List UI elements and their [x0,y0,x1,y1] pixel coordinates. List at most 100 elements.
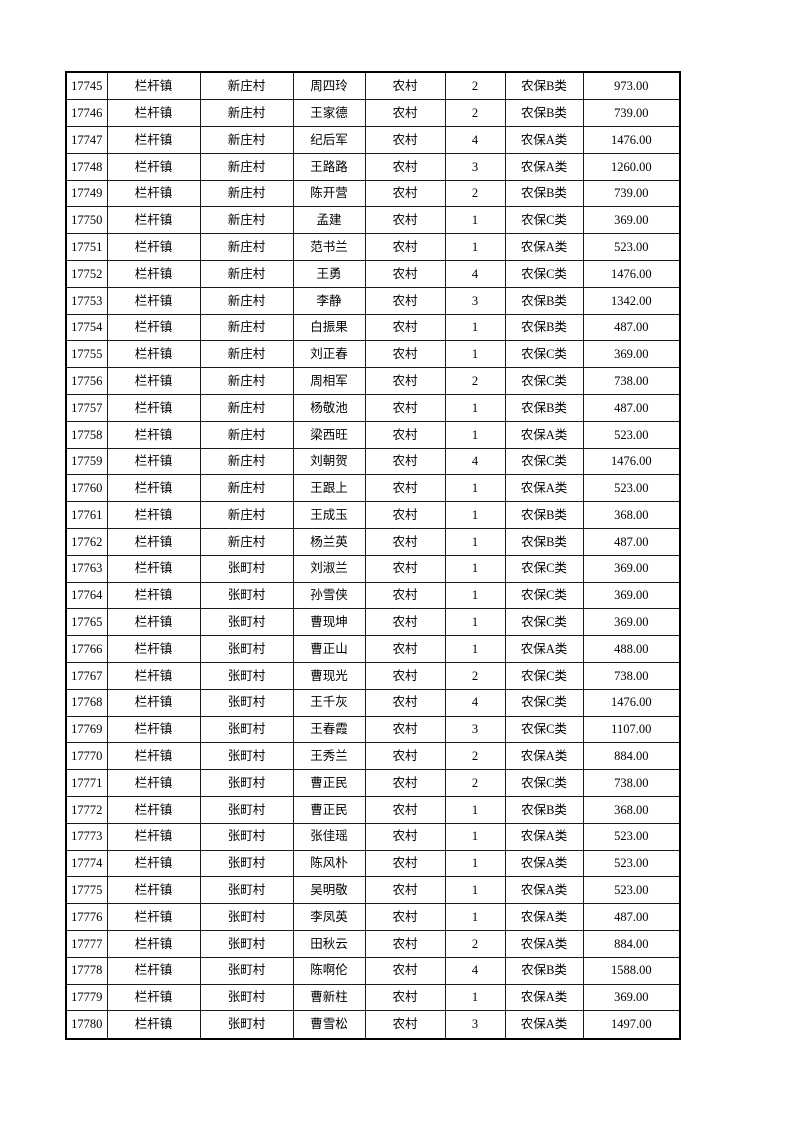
cell-serial-number: 17772 [65,796,108,824]
cell-residence-type: 农村 [364,179,446,208]
cell-insurance-category: 农保B类 [504,956,584,985]
cell-village: 新庄村 [199,420,294,449]
cell-residence-type: 农村 [364,260,446,288]
table-row: 17758 栏杆镇 新庄村 梁西旺 农村 1 农保A类 523.00 [65,420,681,449]
cell-insurance-category: 农保B类 [504,99,584,128]
cell-village: 新庄村 [199,206,294,235]
cell-residence-type: 农村 [364,394,446,422]
cell-person-count: 4 [444,126,506,154]
cell-town: 栏杆镇 [106,688,201,717]
table-row: 17750 栏杆镇 新庄村 孟建 农村 1 农保C类 369.00 [65,206,681,235]
cell-serial-number: 17780 [65,1010,108,1040]
cell-residence-type: 农村 [364,635,446,664]
cell-amount: 488.00 [582,635,681,664]
cell-name: 李凤英 [292,903,366,931]
cell-amount: 487.00 [582,528,681,556]
cell-amount: 1476.00 [582,126,681,154]
table-row: 17769 栏杆镇 张町村 王春霞 农村 3 农保C类 1107.00 [65,715,681,744]
cell-insurance-category: 农保C类 [504,769,584,798]
cell-serial-number: 17752 [65,260,108,288]
cell-insurance-category: 农保A类 [504,822,584,851]
cell-town: 栏杆镇 [106,715,201,744]
cell-amount: 523.00 [582,474,681,503]
cell-person-count: 1 [444,581,506,610]
table-row: 17764 栏杆镇 张町村 孙雪侠 农村 1 农保C类 369.00 [65,581,681,610]
cell-person-count: 1 [444,340,506,369]
cell-person-count: 4 [444,688,506,717]
cell-amount: 368.00 [582,501,681,530]
table-row: 17775 栏杆镇 张町村 吴明敬 农村 1 农保A类 523.00 [65,876,681,905]
cell-person-count: 1 [444,394,506,422]
cell-name: 王家德 [292,99,366,128]
cell-insurance-category: 农保B类 [504,179,584,208]
cell-name: 王跟上 [292,474,366,503]
cell-residence-type: 农村 [364,849,446,878]
cell-amount: 487.00 [582,903,681,931]
cell-name: 王成玉 [292,501,366,530]
cell-town: 栏杆镇 [106,260,201,288]
cell-person-count: 1 [444,528,506,556]
cell-name: 李静 [292,286,366,315]
cell-serial-number: 17761 [65,501,108,530]
cell-amount: 369.00 [582,206,681,235]
cell-town: 栏杆镇 [106,286,201,315]
cell-serial-number: 17750 [65,206,108,235]
cell-serial-number: 17776 [65,903,108,931]
table-row: 17770 栏杆镇 张町村 王秀兰 农村 2 农保A类 884.00 [65,742,681,771]
cell-person-count: 1 [444,876,506,905]
cell-serial-number: 17762 [65,528,108,556]
cell-amount: 1260.00 [582,152,681,181]
cell-serial-number: 17763 [65,554,108,583]
table-row: 17765 栏杆镇 张町村 曹现坤 农村 1 农保C类 369.00 [65,608,681,637]
cell-person-count: 1 [444,635,506,664]
cell-village: 新庄村 [199,313,294,342]
cell-name: 张佳瑶 [292,822,366,851]
cell-serial-number: 17747 [65,126,108,154]
cell-residence-type: 农村 [364,1010,446,1040]
cell-residence-type: 农村 [364,474,446,503]
cell-name: 周四玲 [292,71,366,101]
cell-amount: 369.00 [582,608,681,637]
cell-insurance-category: 农保A类 [504,742,584,771]
cell-town: 栏杆镇 [106,956,201,985]
table-row: 17760 栏杆镇 新庄村 王跟上 农村 1 农保A类 523.00 [65,474,681,503]
cell-name: 曹正民 [292,769,366,798]
cell-serial-number: 17745 [65,71,108,101]
cell-person-count: 1 [444,313,506,342]
cell-person-count: 3 [444,715,506,744]
cell-insurance-category: 农保C类 [504,715,584,744]
cell-village: 新庄村 [199,260,294,288]
cell-amount: 739.00 [582,99,681,128]
cell-name: 刘淑兰 [292,554,366,583]
cell-name: 曹现光 [292,662,366,690]
cell-town: 栏杆镇 [106,822,201,851]
cell-residence-type: 农村 [364,71,446,101]
table-row: 17772 栏杆镇 张町村 曹正民 农村 1 农保B类 368.00 [65,796,681,824]
cell-serial-number: 17753 [65,286,108,315]
table-row: 17754 栏杆镇 新庄村 白振果 农村 1 农保B类 487.00 [65,313,681,342]
cell-town: 栏杆镇 [106,635,201,664]
cell-amount: 973.00 [582,71,681,101]
cell-amount: 738.00 [582,662,681,690]
cell-name: 田秋云 [292,930,366,958]
cell-amount: 1476.00 [582,447,681,476]
cell-town: 栏杆镇 [106,99,201,128]
cell-town: 栏杆镇 [106,233,201,262]
cell-town: 栏杆镇 [106,447,201,476]
cell-village: 张町村 [199,635,294,664]
cell-residence-type: 农村 [364,501,446,530]
cell-town: 栏杆镇 [106,581,201,610]
cell-residence-type: 农村 [364,876,446,905]
cell-town: 栏杆镇 [106,1010,201,1040]
cell-insurance-category: 农保B类 [504,71,584,101]
cell-town: 栏杆镇 [106,474,201,503]
cell-village: 张町村 [199,769,294,798]
cell-insurance-category: 农保A类 [504,849,584,878]
cell-village: 张町村 [199,1010,294,1040]
cell-insurance-category: 农保A类 [504,983,584,1012]
table-row: 17777 栏杆镇 张町村 田秋云 农村 2 农保A类 884.00 [65,930,681,958]
cell-residence-type: 农村 [364,152,446,181]
table-body: 17745 栏杆镇 新庄村 周四玲 农村 2 农保B类 973.00 17746 栏杆镇 新庄村 王家… [65,71,681,1040]
cell-amount: 523.00 [582,876,681,905]
cell-serial-number: 17759 [65,447,108,476]
